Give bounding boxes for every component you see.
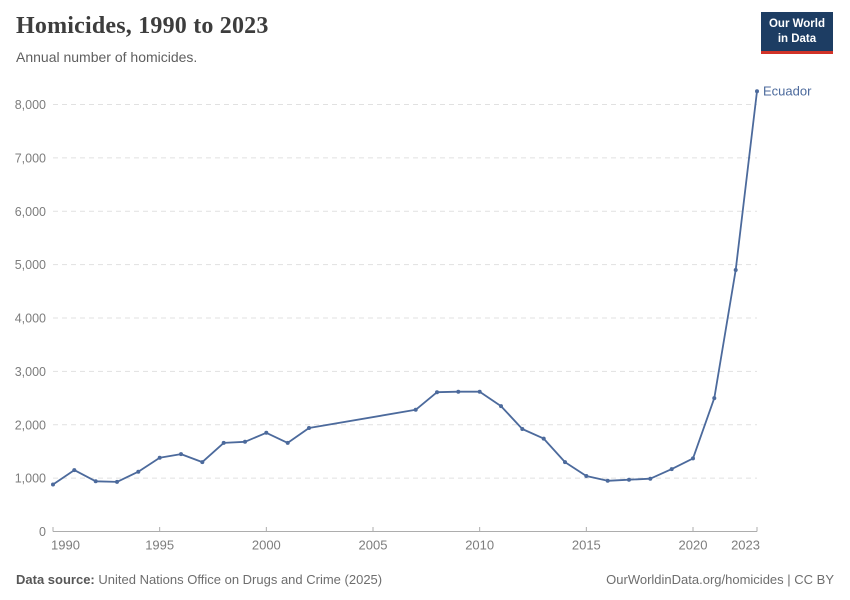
data-point: [435, 390, 439, 395]
logo-line2: in Data: [777, 33, 817, 46]
logo-line1: Our World: [768, 18, 825, 30]
data-point: [499, 404, 503, 409]
data-point: [584, 474, 589, 478]
data-point: [669, 467, 674, 472]
x-tick-label: 2000: [252, 538, 281, 553]
data-point: [456, 389, 461, 394]
x-tick-label: 1990: [51, 538, 80, 553]
x-tick-label: 2005: [359, 538, 388, 553]
x-tick-label: 2015: [572, 538, 601, 553]
y-tick-label: 5,000: [15, 258, 46, 272]
data-point: [307, 426, 311, 430]
data-point: [136, 469, 141, 474]
data-point: [72, 468, 77, 473]
y-tick-label: 8,000: [15, 98, 46, 112]
y-tick-label: 7,000: [15, 151, 46, 165]
data-point: [563, 460, 567, 465]
data-point: [648, 476, 653, 481]
y-tick-label: 6,000: [15, 205, 46, 219]
data-source: Data source: United Nations Office on Dr…: [16, 572, 382, 587]
data-point: [605, 478, 610, 483]
data-line: [52, 91, 758, 486]
data-point: [627, 477, 631, 482]
data-point: [243, 439, 247, 444]
data-point: [477, 389, 482, 394]
chart-header: Homicides, 1990 to 2023 Annual number of…: [16, 13, 269, 65]
x-tick-label: 2010: [465, 538, 494, 553]
data-point: [51, 482, 55, 487]
data-point: [413, 407, 418, 412]
data-source-text: United Nations Office on Drugs and Crime…: [98, 572, 383, 587]
data-point: [541, 436, 546, 441]
data-point: [93, 479, 98, 484]
y-tick-label: 0: [39, 525, 46, 539]
chart-title: Homicides, 1990 to 2023: [16, 13, 269, 39]
data-point: [115, 479, 119, 484]
series-label: Ecuador: [763, 84, 812, 99]
data-point: [264, 430, 269, 435]
data-point: [200, 460, 205, 465]
x-tick-label: 2023: [731, 538, 760, 553]
y-tick-label: 3,000: [15, 365, 46, 379]
data-point: [221, 440, 226, 445]
x-tick-label: 1995: [145, 538, 174, 553]
y-tick-label: 1,000: [15, 472, 46, 486]
data-point: [755, 89, 759, 94]
chart-footer: Data source: United Nations Office on Dr…: [16, 572, 834, 587]
x-tick-label: 2020: [679, 538, 708, 553]
data-source-label: Data source:: [16, 572, 95, 587]
data-point: [520, 427, 525, 431]
y-tick-label: 2,000: [15, 418, 46, 432]
data-point: [691, 456, 695, 461]
data-point: [157, 455, 162, 460]
y-tick-label: 4,000: [15, 312, 46, 326]
license-text: OurWorldinData.org/homicides | CC BY: [606, 572, 834, 587]
data-point: [712, 396, 717, 401]
data-point: [179, 452, 183, 457]
data-point: [733, 268, 738, 272]
chart-subtitle: Annual number of homicides.: [16, 49, 198, 65]
owid-logo: Our World in Data: [760, 12, 833, 55]
data-point: [285, 440, 290, 445]
